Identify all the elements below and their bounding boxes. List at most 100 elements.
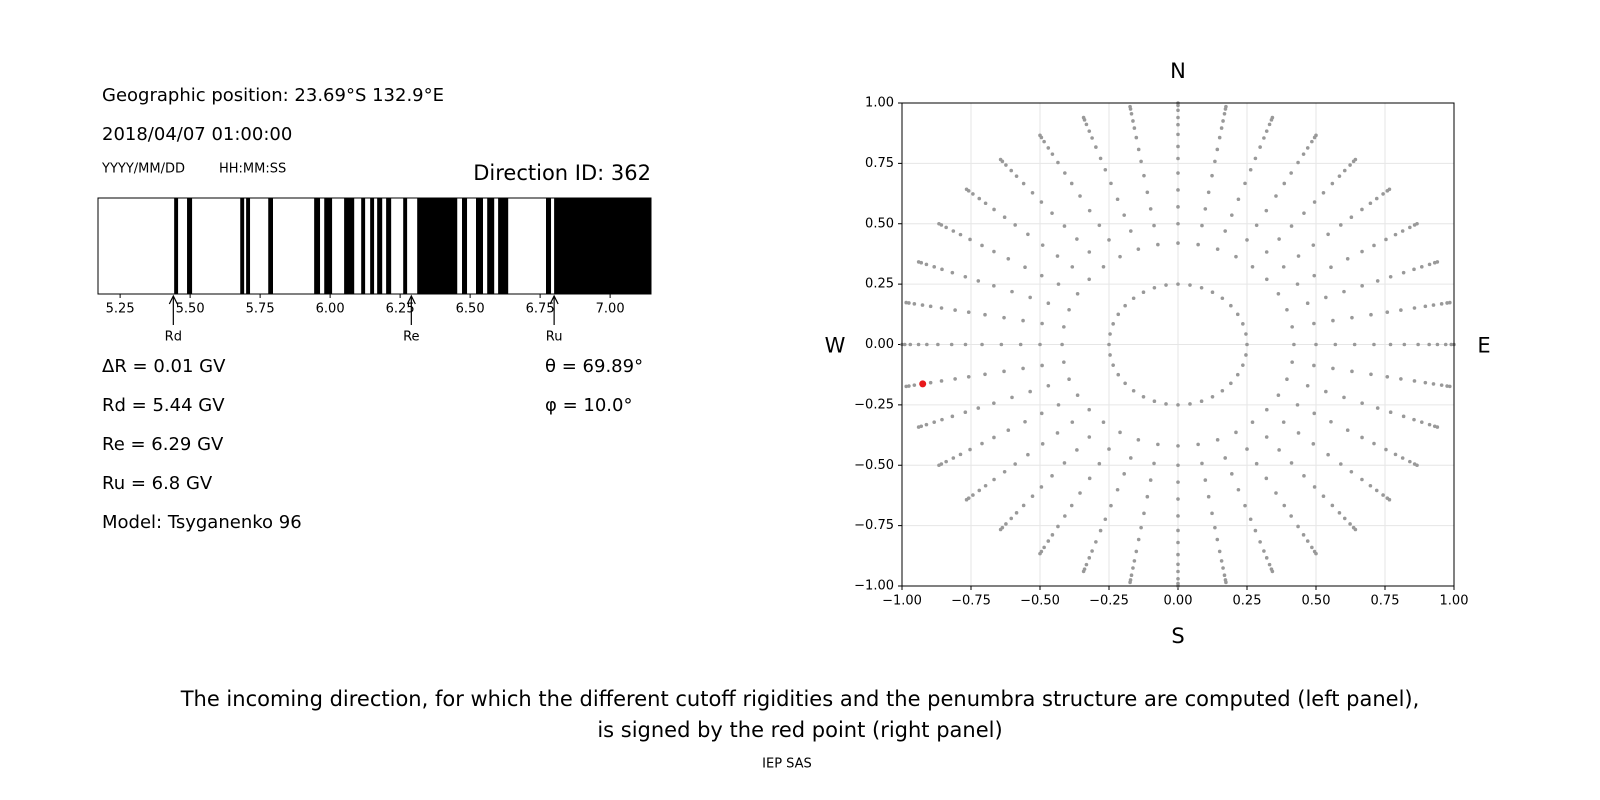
direction-point xyxy=(1374,488,1379,493)
direction-point xyxy=(1030,191,1035,195)
direction-point xyxy=(1223,456,1227,460)
direction-point xyxy=(1111,363,1115,367)
direction-point xyxy=(1385,374,1390,379)
direction-point xyxy=(1075,237,1079,241)
direction-point xyxy=(1004,522,1008,526)
datetime: 2018/04/07 01:00:00 xyxy=(102,124,292,145)
direction-point xyxy=(1067,308,1071,312)
direction-point xyxy=(1301,152,1306,156)
direction-point xyxy=(1285,377,1289,381)
direction-point xyxy=(1244,332,1248,336)
direction-point xyxy=(968,447,972,452)
direction-point xyxy=(1402,342,1407,347)
direction-point xyxy=(1245,447,1249,451)
direction-point xyxy=(908,342,913,347)
direction-point xyxy=(1314,342,1318,347)
direction-point xyxy=(983,372,987,377)
direction-point xyxy=(1305,146,1310,150)
penumbra-band xyxy=(476,198,483,294)
direction-point xyxy=(1276,291,1281,296)
penumbra-band xyxy=(386,198,392,294)
direction-point xyxy=(1176,528,1180,533)
direction-point xyxy=(1369,312,1373,317)
direction-point xyxy=(1103,167,1108,172)
direction-point xyxy=(1006,428,1011,433)
direction-point xyxy=(1312,485,1317,489)
direction-point xyxy=(1342,516,1347,521)
x-tick-label: −0.75 xyxy=(951,594,991,609)
direction-point xyxy=(1215,438,1220,442)
info-line: Model: Tsyganenko 96 xyxy=(102,512,302,533)
direction-point xyxy=(1277,237,1281,241)
direction-point xyxy=(1331,318,1335,323)
direction-point xyxy=(1345,428,1350,433)
direction-point xyxy=(951,229,956,233)
y-tick-label: −1.00 xyxy=(854,579,894,594)
direction-point xyxy=(1156,242,1160,247)
direction-point xyxy=(1203,207,1208,211)
direction-point xyxy=(1108,332,1112,336)
direction-point xyxy=(1223,229,1227,233)
theta: θ = 69.89° xyxy=(545,356,643,377)
direction-point xyxy=(1311,442,1316,446)
direction-point xyxy=(1445,301,1449,305)
direction-point xyxy=(1245,342,1249,347)
direction-point xyxy=(1176,188,1180,192)
direction-point xyxy=(932,420,937,424)
direction-point xyxy=(968,237,972,242)
direction-point xyxy=(1235,372,1240,377)
direction-point xyxy=(1267,122,1272,127)
direction-point xyxy=(1203,478,1208,482)
direction-point xyxy=(1330,503,1335,508)
direction-point xyxy=(936,342,940,347)
direction-point xyxy=(1084,122,1089,127)
direction-point xyxy=(1176,576,1180,581)
direction-point xyxy=(983,483,988,488)
direction-point xyxy=(992,477,996,482)
direction-point xyxy=(1176,132,1180,137)
direction-point xyxy=(1234,254,1238,259)
direction-point xyxy=(1176,122,1180,127)
direction-point xyxy=(1176,480,1180,484)
direction-point xyxy=(1253,528,1258,533)
direction-point xyxy=(1010,289,1014,294)
direction-point xyxy=(1103,517,1108,522)
direction-point xyxy=(1388,410,1393,415)
direction-point xyxy=(1412,267,1416,272)
direction-point xyxy=(1023,419,1027,424)
direction-point xyxy=(1018,342,1023,347)
direction-point xyxy=(1141,394,1146,399)
direction-point xyxy=(1302,474,1306,478)
direction-point xyxy=(1243,181,1247,186)
direction-point xyxy=(1282,181,1287,186)
compass-west: W xyxy=(825,334,846,358)
direction-point xyxy=(907,301,911,305)
direction-point xyxy=(999,342,1004,347)
direction-point xyxy=(1310,545,1314,550)
direction-point xyxy=(1009,516,1014,521)
direction-point xyxy=(1040,321,1044,326)
direction-point xyxy=(1215,537,1220,542)
direction-point xyxy=(1400,456,1405,460)
direction-point xyxy=(1274,491,1278,495)
x-tick-label: 5.75 xyxy=(246,302,275,317)
direction-point xyxy=(1075,393,1080,398)
direction-point xyxy=(1176,205,1180,209)
direction-point xyxy=(992,249,996,254)
direction-point xyxy=(1136,438,1141,442)
info-line: Ru = 6.8 GV xyxy=(102,473,213,494)
direction-point xyxy=(1046,301,1051,306)
direction-point xyxy=(966,310,971,315)
direction-point xyxy=(980,243,984,248)
date-format: YYYY/MM/DD xyxy=(101,162,185,177)
direction-point xyxy=(1244,353,1248,357)
direction-point xyxy=(1230,472,1234,476)
direction-point xyxy=(1264,476,1269,481)
direction-point xyxy=(1235,312,1240,317)
direction-point xyxy=(1312,411,1317,416)
direction-point xyxy=(1164,283,1168,287)
direction-point xyxy=(1210,290,1215,295)
direction-point xyxy=(1145,190,1150,195)
direction-point xyxy=(1115,197,1120,202)
